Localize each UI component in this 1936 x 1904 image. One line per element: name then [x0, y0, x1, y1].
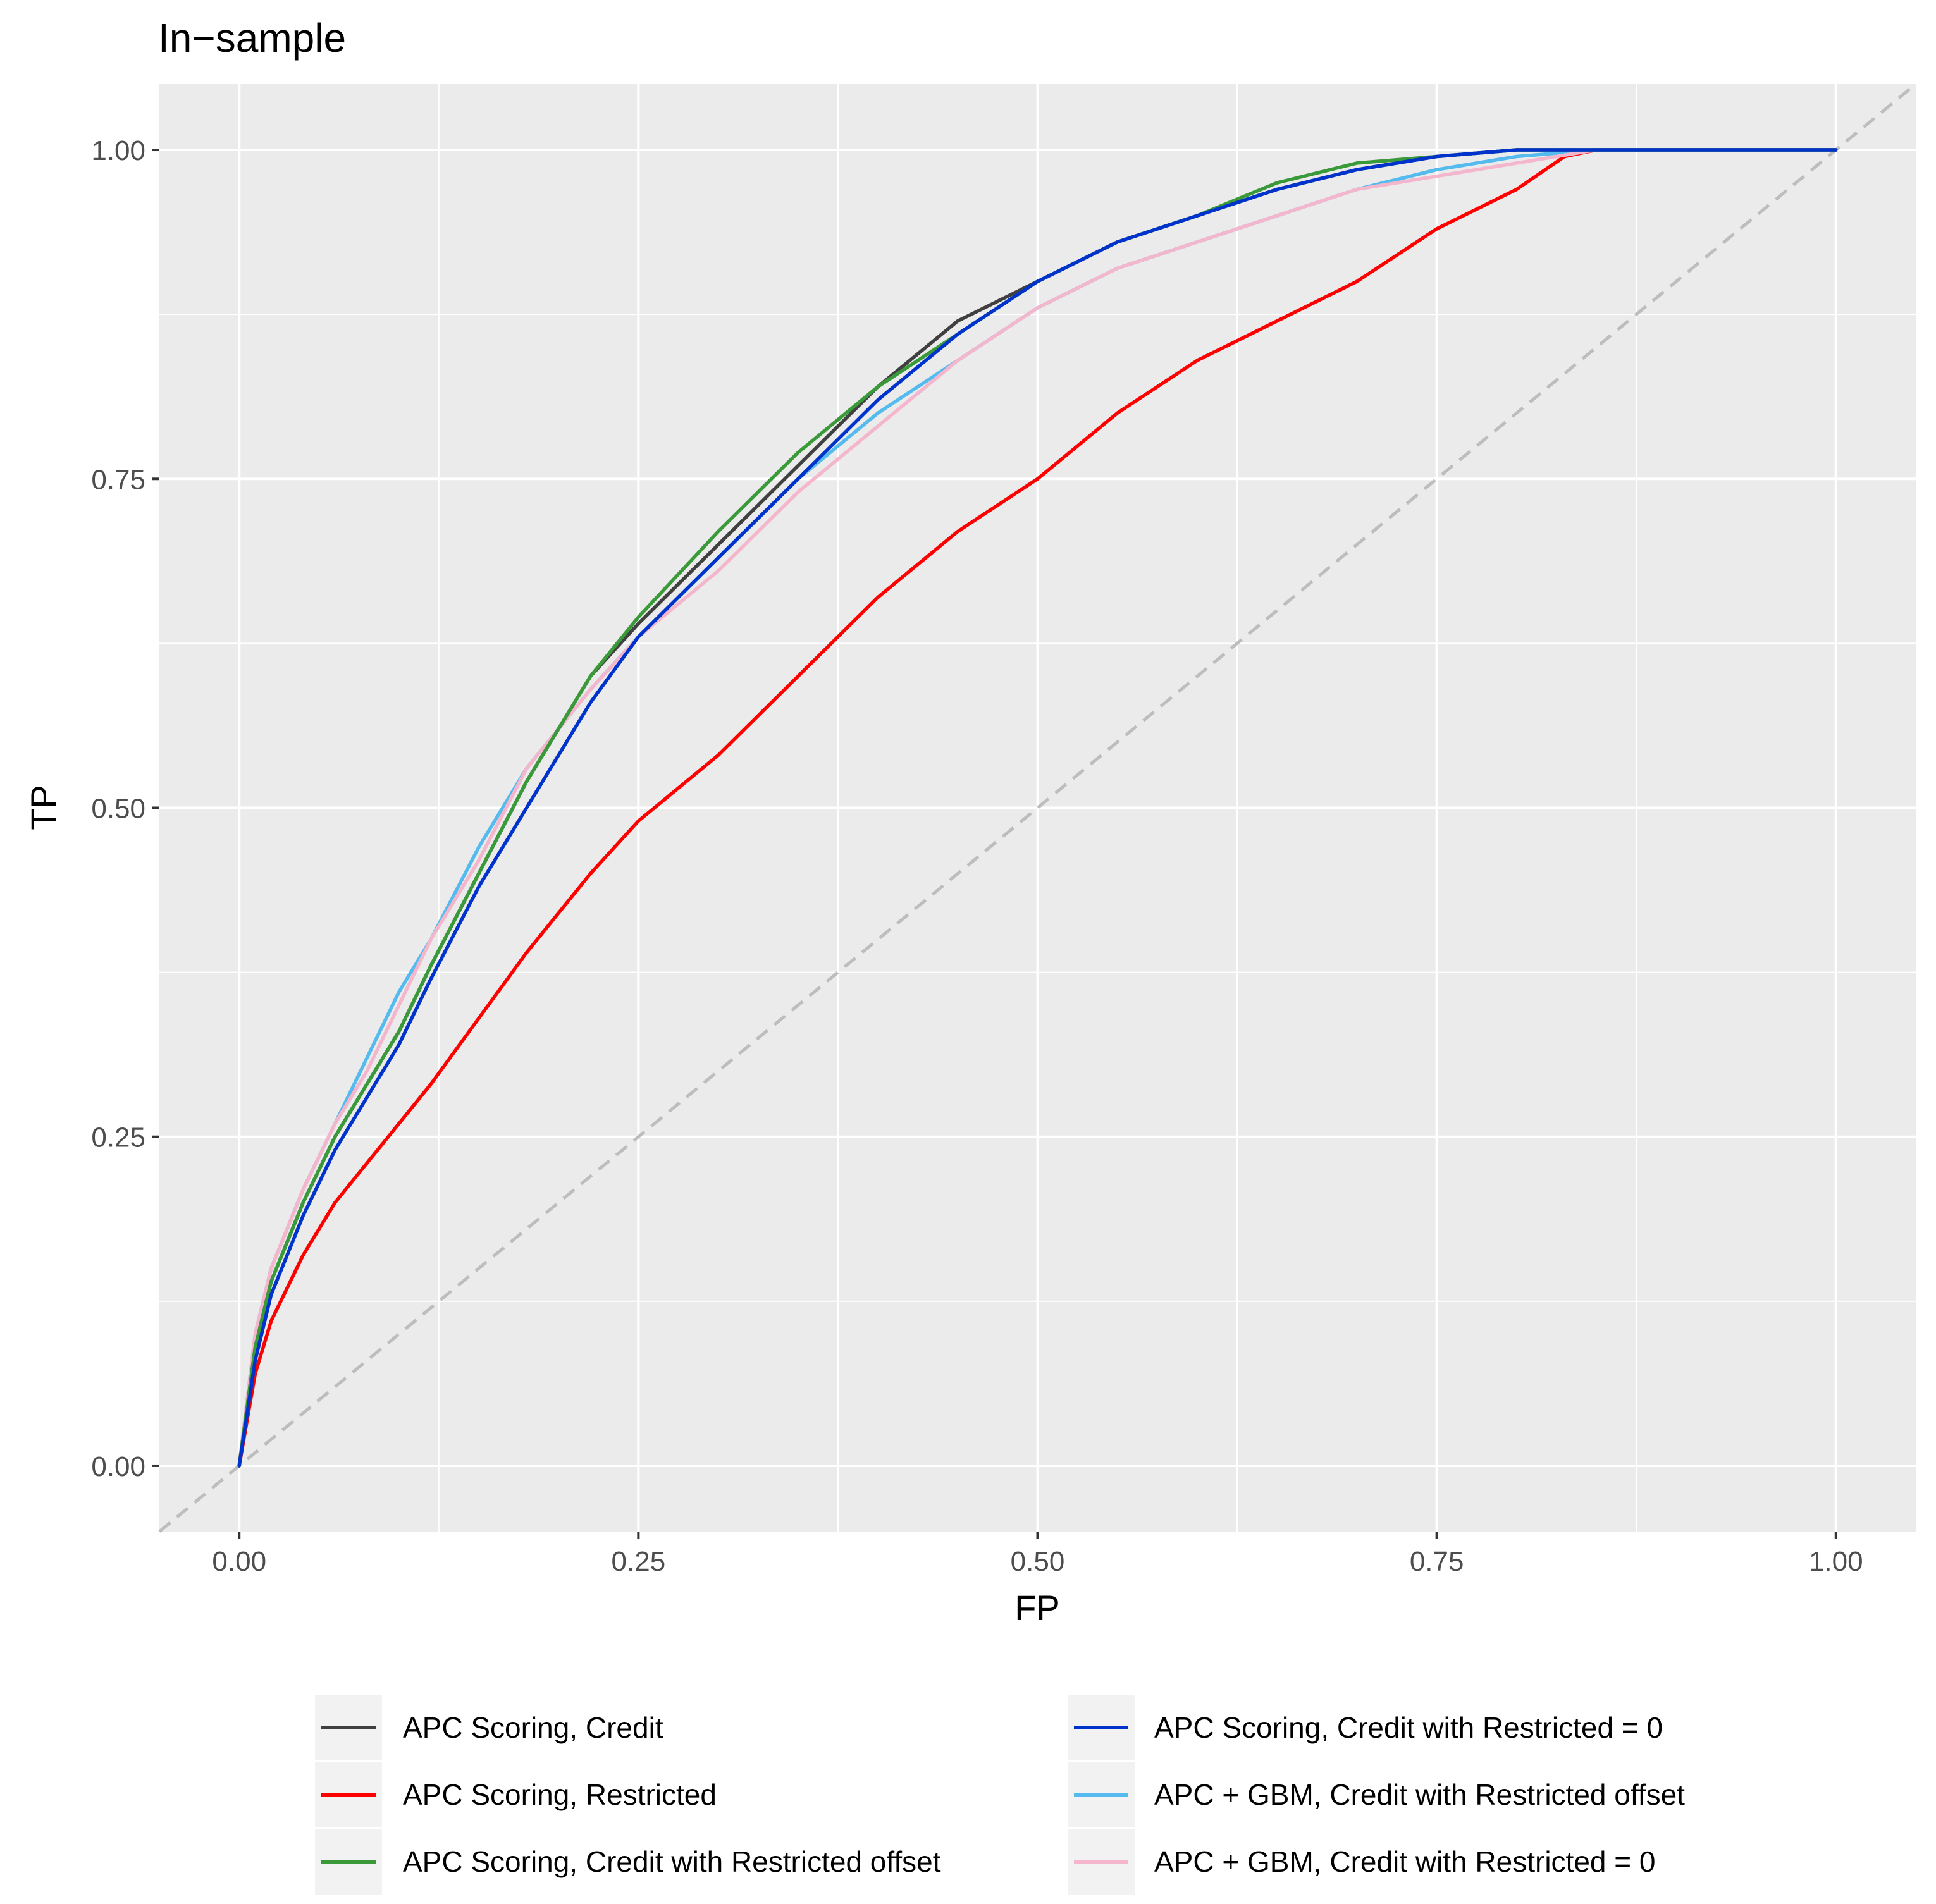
x-tick-label: 0.25 [612, 1546, 666, 1577]
y-axis-title: TP [23, 785, 63, 830]
y-axis-ticks: 0.00 0.25 0.50 0.75 1.00 [91, 135, 159, 1482]
grid-lines [159, 84, 1916, 1532]
y-tick-label: 1.00 [91, 135, 145, 166]
legend-label: APC + GBM, Credit with Restricted = 0 [1154, 1845, 1656, 1878]
reference-diagonal [158, 83, 1917, 1533]
x-axis-ticks: 0.00 0.25 0.50 0.75 1.00 [212, 1532, 1863, 1577]
x-tick-label: 1.00 [1809, 1546, 1863, 1577]
series-line-3 [237, 148, 1838, 1468]
legend-label: APC Scoring, Credit with Restricted = 0 [1154, 1711, 1663, 1744]
legend-label: APC Scoring, Credit [403, 1711, 663, 1744]
x-tick-label: 0.00 [212, 1546, 266, 1577]
y-tick-label: 0.75 [91, 464, 145, 495]
y-tick-label: 0.00 [91, 1451, 145, 1482]
legend-label: APC Scoring, Credit with Restricted offs… [403, 1845, 941, 1878]
series-lines [237, 148, 1838, 1468]
chart-title: In−sample [158, 15, 346, 61]
reference-line [158, 83, 1917, 1533]
series-line-5 [237, 148, 1838, 1468]
y-tick-label: 0.50 [91, 794, 145, 825]
x-tick-label: 0.75 [1410, 1546, 1464, 1577]
legend: APC Scoring, Credit APC Scoring, Restrict… [315, 1695, 1685, 1895]
x-tick-label: 0.50 [1011, 1546, 1065, 1577]
x-axis-title: FP [1014, 1588, 1060, 1628]
series-line-1 [237, 148, 1838, 1468]
legend-label: APC Scoring, Restricted [403, 1778, 717, 1811]
series-line-2 [237, 148, 1838, 1468]
legend-label: APC + GBM, Credit with Restricted offset [1154, 1778, 1685, 1811]
y-tick-label: 0.25 [91, 1122, 145, 1153]
